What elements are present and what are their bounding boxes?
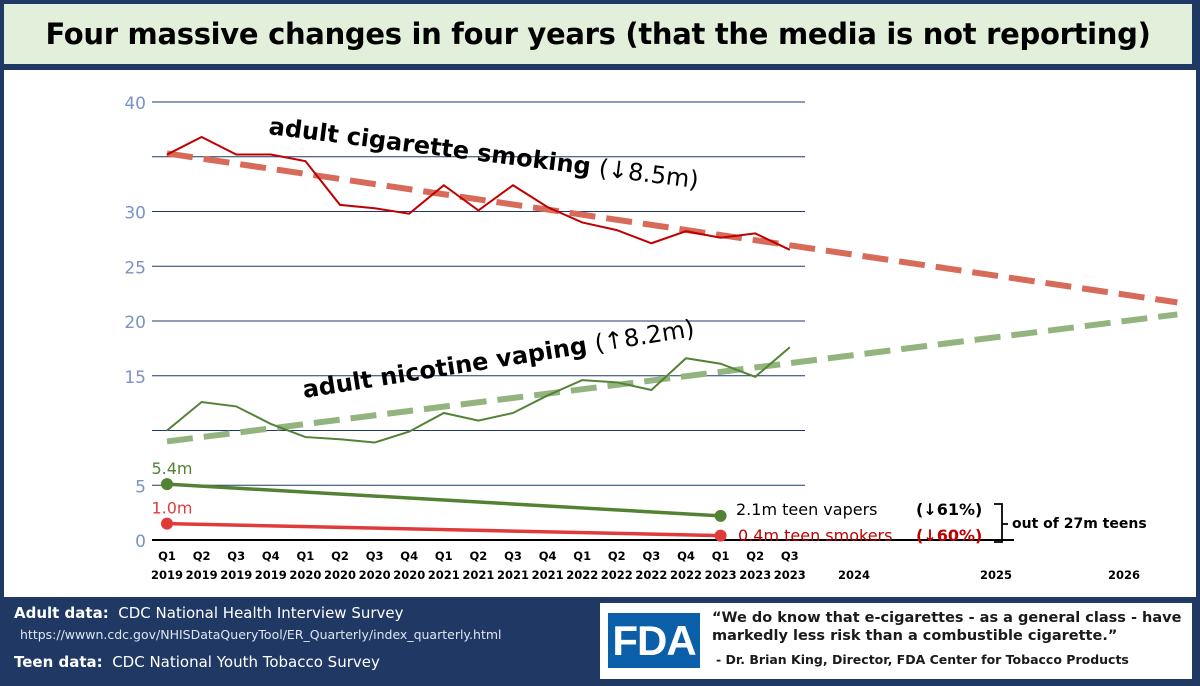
- x-tick-quarter: Q4: [262, 549, 280, 563]
- x-tick-year: 2019: [220, 568, 252, 582]
- x-tick-quarter: Q4: [677, 549, 695, 563]
- x-tick-year: 2022: [635, 568, 667, 582]
- chart-title: Four massive changes in four years (that…: [45, 17, 1151, 51]
- teen-smokers-change: (↓60%): [916, 526, 982, 545]
- x-tick-quarter: Q3: [643, 549, 661, 563]
- x-tick-quarter: Q2: [470, 549, 488, 563]
- x-tick-quarter: Q1: [435, 549, 453, 563]
- source-url[interactable]: https://wwwn.cdc.gov/NHISDataQueryTool/E…: [20, 627, 502, 642]
- x-tick-quarter: Q3: [227, 549, 245, 563]
- x-tick-quarter: Q1: [573, 549, 591, 563]
- smoking-change-text: (↓8.5m): [597, 154, 700, 194]
- x-tick-year: 2019: [151, 568, 183, 582]
- x-tick-quarter: Q2: [746, 549, 764, 563]
- x-tick-year: 2019: [186, 568, 218, 582]
- x-tick-future-year: 2026: [1108, 568, 1140, 582]
- trend-line: [166, 311, 1178, 445]
- teen-start-label: 1.0m: [151, 499, 192, 518]
- adult-data-source: Adult data: CDC National Health Intervie…: [14, 604, 404, 622]
- series-line: [166, 135, 791, 251]
- y-tick-label: 5: [135, 477, 146, 497]
- x-tick-quarter: Q2: [193, 549, 211, 563]
- fda-logo: FDA: [608, 613, 700, 668]
- x-tick-quarter: Q3: [366, 549, 384, 563]
- x-tick-year: 2021: [532, 568, 564, 582]
- x-tick-quarter: Q2: [608, 549, 626, 563]
- y-tick-label: 15: [124, 368, 146, 388]
- x-tick-year: 2021: [462, 568, 494, 582]
- vaping-series-label: adult nicotine vaping (↑8.2m): [301, 314, 697, 404]
- title-banner: Four massive changes in four years (that…: [2, 2, 1194, 66]
- x-tick-year: 2021: [497, 568, 529, 582]
- chart-panel: 0 5 15 20 25 30 40 Q1 2019 Q2 2019 Q3 2019 Q4 2019 Q1 20…: [4, 70, 1196, 597]
- quote-panel: FDA “We do know that e-cigarettes - as a…: [600, 603, 1192, 679]
- x-tick-quarter: Q1: [297, 549, 315, 563]
- x-tick-year: 2023: [774, 568, 806, 582]
- teen-data-source: Teen data: CDC National Youth Tobacco Su…: [14, 653, 380, 671]
- teen-start-point: [161, 517, 173, 530]
- teen-start-label: 5.4m: [151, 459, 192, 478]
- y-tick-label: 40: [124, 94, 146, 114]
- y-tick-label: 30: [124, 204, 146, 224]
- y-tick-label: 0: [135, 532, 146, 552]
- x-tick-quarter: Q1: [712, 549, 730, 563]
- y-tick-label: 20: [124, 313, 146, 333]
- teen-data-text: CDC National Youth Tobacco Survey: [112, 653, 380, 671]
- smoking-series-label: adult cigarette smoking (↓8.5m): [267, 112, 700, 194]
- x-tick-quarter: Q4: [400, 549, 418, 563]
- teen-line: [166, 482, 721, 518]
- smoking-label-text: adult cigarette smoking: [267, 112, 601, 181]
- x-tick-year: 2022: [670, 568, 702, 582]
- x-tick-year: 2022: [566, 568, 598, 582]
- x-tick-year: 2020: [359, 568, 391, 582]
- y-tick-label: 25: [124, 258, 146, 278]
- x-tick-year: 2020: [289, 568, 321, 582]
- teen-total-label: out of 27m teens: [1012, 516, 1147, 532]
- teen-vapers-change: (↓61%): [916, 500, 982, 519]
- x-tick-year: 2019: [255, 568, 287, 582]
- x-tick-year: 2020: [324, 568, 356, 582]
- x-tick-year: 2023: [705, 568, 737, 582]
- adult-data-text: CDC National Health Interview Survey: [118, 604, 404, 622]
- adult-data-label: Adult data:: [14, 604, 109, 622]
- x-tick-year: 2023: [739, 568, 771, 582]
- teen-line: [166, 521, 721, 538]
- x-tick-year: 2021: [428, 568, 460, 582]
- x-tick-quarter: Q1: [158, 549, 176, 563]
- teen-data-label: Teen data:: [14, 653, 103, 671]
- quote-attribution: - Dr. Brian King, Director, FDA Center f…: [716, 652, 1129, 667]
- teen-smokers-label: 0.4m teen smokers: [738, 526, 892, 545]
- x-tick-future-year: 2025: [980, 568, 1012, 582]
- teen-vapers-label: 2.1m teen vapers: [736, 500, 878, 519]
- quote-text: “We do know that e-cigarettes - as a gen…: [712, 610, 1182, 644]
- x-tick-future-year: 2024: [838, 568, 870, 582]
- teen-bracket: [994, 503, 1008, 543]
- x-tick-quarter: Q2: [331, 549, 349, 563]
- x-tick-year: 2022: [601, 568, 633, 582]
- teen-start-point: [161, 478, 173, 491]
- x-tick-quarter: Q4: [539, 549, 557, 563]
- x-tick-quarter: Q3: [504, 549, 522, 563]
- trend-line: [166, 150, 1178, 306]
- teen-end-point: [714, 509, 727, 522]
- line-chart: 051520253040Q12019Q22019Q32019Q42019Q120…: [124, 94, 1178, 582]
- series-line: [166, 346, 791, 444]
- teen-end-point: [714, 529, 727, 542]
- x-tick-quarter: Q3: [781, 549, 799, 563]
- x-tick-year: 2020: [393, 568, 425, 582]
